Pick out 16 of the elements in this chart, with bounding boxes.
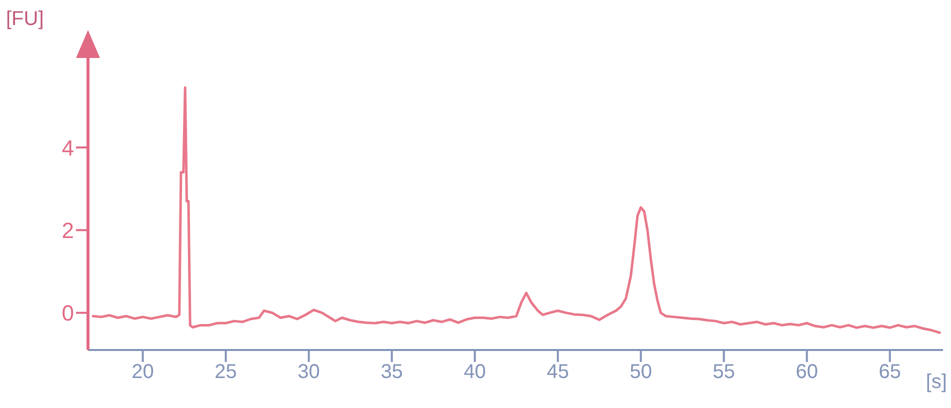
y-axis-title: [FU] — [6, 8, 44, 31]
y-tick-label: 4 — [62, 135, 74, 160]
x-tick-label: 45 — [546, 361, 569, 384]
x-tick-label: 40 — [464, 361, 486, 384]
x-tick-label: 30 — [298, 361, 320, 384]
x-axis-title: [s] — [926, 371, 947, 394]
y-tick-label: 2 — [62, 218, 74, 243]
x-tick-label: 25 — [214, 361, 237, 384]
x-tick-label: 35 — [380, 361, 403, 384]
x-tick-label: 50 — [630, 361, 652, 384]
x-tick-label: 60 — [796, 361, 818, 384]
line-series — [92, 86, 941, 334]
y-tick-label: 0 — [62, 300, 74, 326]
x-tick-label: 20 — [132, 361, 154, 384]
x-tick-label: 65 — [878, 361, 901, 384]
x-tick-label: 55 — [712, 361, 735, 384]
